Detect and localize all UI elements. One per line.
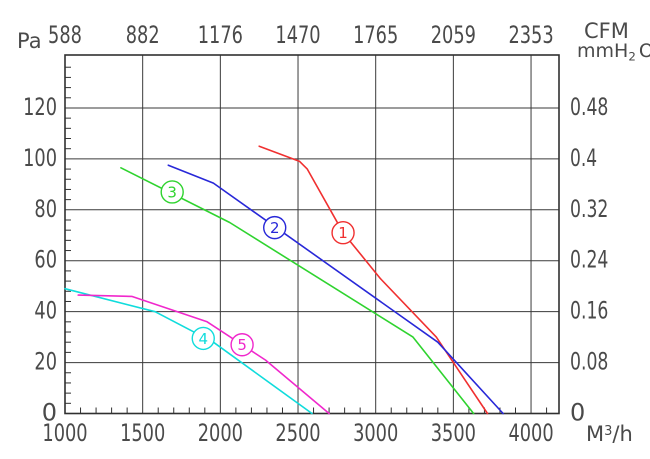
curve-marker-1: 1 [331, 221, 355, 245]
bottom-tick-label: 2500 [275, 419, 320, 447]
right-tick-label: 0 [570, 399, 585, 427]
right-tick-label: 0.24 [570, 246, 608, 274]
left-tick-label: 40 [34, 297, 57, 325]
bottom-tick-label: 1000 [42, 419, 87, 447]
left-tick-label: 0 [42, 399, 57, 427]
left-tick-label: 80 [34, 195, 57, 223]
m3h-main-text: M [586, 422, 605, 446]
curve-marker-circle-5 [230, 333, 254, 357]
top-tick-label: 1176 [198, 21, 243, 49]
curve-4 [64, 287, 313, 415]
curve-marker-circle-1 [331, 221, 355, 245]
grid-lines [65, 55, 559, 414]
curve-marker-number-5: 5 [237, 336, 247, 354]
curve-marker-circle-2 [263, 215, 287, 240]
bottom-tick-label: 1500 [120, 419, 165, 447]
mmh2o-tail-text: O [638, 40, 650, 62]
bottom-tick-label: 3000 [353, 419, 398, 447]
plot-frame [64, 54, 560, 415]
curve-2 [167, 164, 504, 415]
right-tick-label: 0.32 [570, 195, 608, 223]
left-tick-label: 100 [23, 144, 57, 172]
curve-markers: 1 2 3 4 5 [160, 180, 355, 357]
curve-marker-circle-4 [191, 326, 215, 351]
left-tick-label: 60 [34, 246, 57, 274]
curve-marker-circle-3 [160, 180, 184, 204]
top-tick-label: 2353 [508, 21, 553, 49]
left-tick-label: 20 [34, 348, 57, 376]
curve-marker-3: 3 [160, 180, 184, 204]
top-tick-label: 2059 [431, 21, 476, 49]
curve-3 [120, 167, 475, 415]
bottom-axis-unit-label: M3/h [586, 424, 633, 445]
bottom-tick-label: 3500 [431, 419, 476, 447]
curve-marker-number-1: 1 [338, 224, 348, 242]
right-tick-label: 0.08 [570, 348, 608, 376]
curve-marker-5: 5 [230, 333, 254, 357]
top-tick-label: 882 [126, 21, 160, 49]
curve-5 [77, 294, 330, 415]
left-tick-label: 120 [23, 93, 57, 121]
curves [64, 145, 504, 415]
top-tick-label: 588 [48, 21, 82, 49]
pa-unit-text: Pa [17, 29, 42, 53]
curve-marker-number-4: 4 [198, 330, 208, 348]
right-tick-label: 0.16 [570, 297, 608, 325]
top-tick-label: 1765 [353, 21, 398, 49]
top-tick-label: 1470 [275, 21, 320, 49]
m3h-tail-text: /h [612, 422, 633, 446]
top-axis-unit-label: CFM [584, 21, 629, 42]
bottom-tick-label: 4000 [508, 419, 553, 447]
curve-marker-2: 2 [263, 215, 287, 240]
right-tick-label: 0.4 [570, 144, 597, 172]
right-axis-unit-label: mmH2 O [577, 42, 650, 63]
bottom-tick-label: 2000 [198, 419, 243, 447]
mmh2o-sub-text: 2 [628, 49, 636, 64]
mmh2o-main-text: mmH [577, 40, 629, 62]
m3h-sup-text: 3 [604, 424, 613, 440]
curve-marker-number-3: 3 [167, 183, 177, 201]
right-tick-label: 0.48 [570, 93, 608, 121]
cfm-unit-text: CFM [584, 19, 629, 43]
curve-marker-4: 4 [191, 326, 215, 351]
left-axis-unit-label: Pa [17, 31, 42, 52]
curve-marker-number-2: 2 [270, 219, 280, 237]
minor-ticks [65, 66, 548, 414]
